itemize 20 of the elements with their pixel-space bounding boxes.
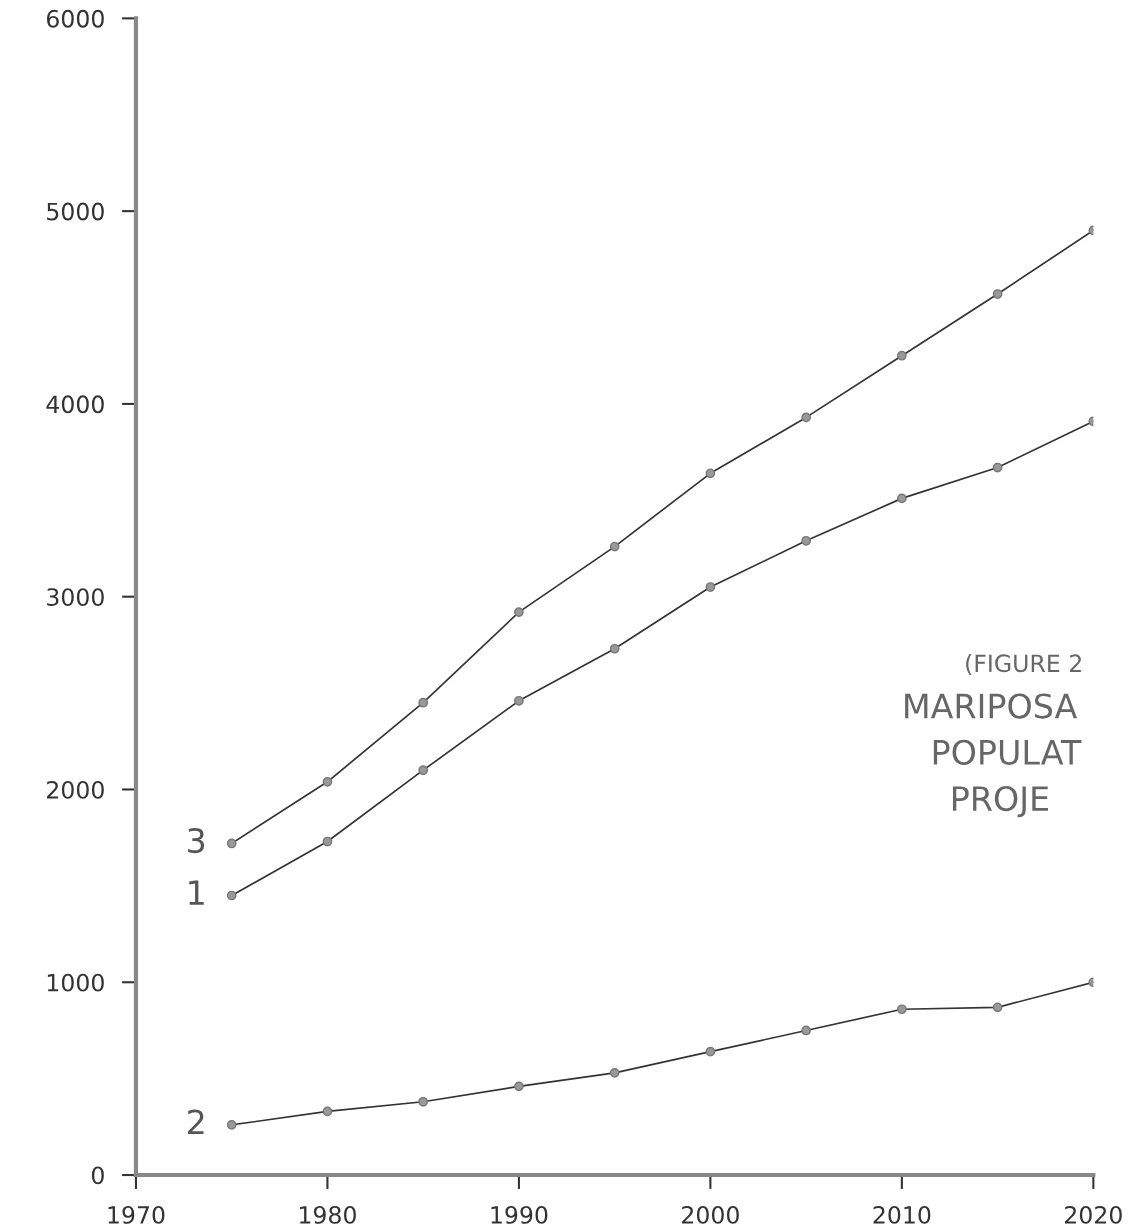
y-tick-label: 1000: [47, 973, 104, 992]
series-label: 2: [188, 1109, 204, 1135]
x-tick-label: 1990: [491, 1206, 548, 1224]
x-tick-label: 2000: [682, 1206, 739, 1224]
y-tick-label: 3000: [47, 588, 104, 607]
series-label: 1: [189, 880, 204, 905]
y-tick-label: 6000: [46, 9, 104, 28]
x-tick-label: 1980: [299, 1206, 356, 1224]
x-tick-label: 1970: [108, 1206, 165, 1224]
x-tick-label: 2010: [873, 1206, 931, 1224]
y-tick-label: 4000: [46, 395, 104, 414]
y-tick-label: 5000: [47, 202, 104, 221]
series-label: 3: [188, 827, 205, 854]
x-tick-label: 2020: [1065, 1206, 1122, 1224]
annotation: PROJE: [953, 785, 1048, 818]
y-tick-label: 0: [91, 1166, 104, 1185]
annotation: (FIGURE 2: [966, 653, 1081, 675]
annotation: MARIPOSA: [905, 693, 1078, 719]
y-tick-label: 2000: [47, 780, 104, 799]
annotation: POPULAT: [933, 739, 1082, 765]
